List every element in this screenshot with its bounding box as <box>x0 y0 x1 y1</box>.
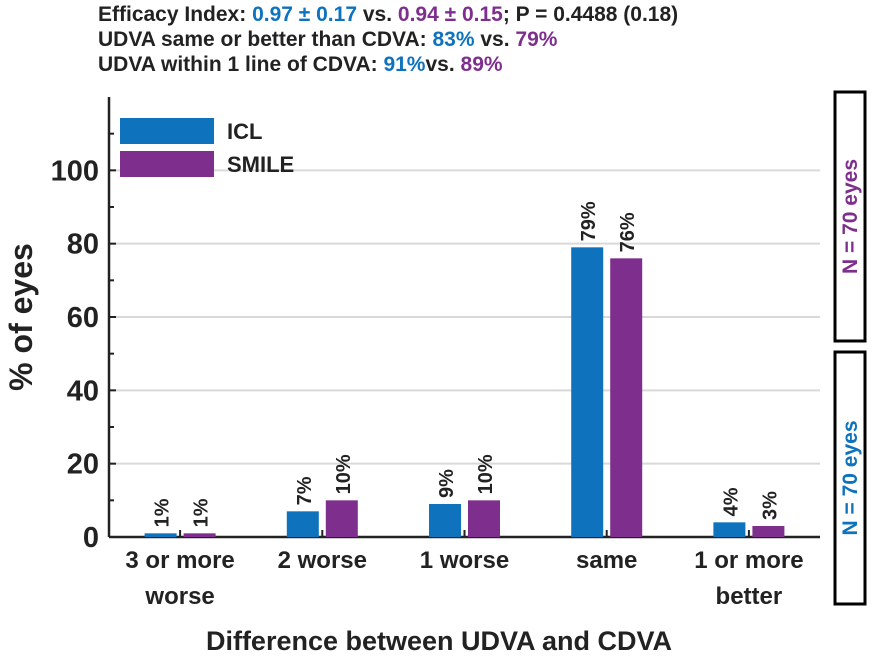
bar-icl <box>287 511 319 537</box>
bar-smile <box>752 526 784 537</box>
data-label: 7% <box>294 476 316 505</box>
data-label: 76% <box>617 212 639 252</box>
data-label: 9% <box>436 469 458 498</box>
bar-icl <box>145 533 177 537</box>
n-eyes-icl-box-label: N = 70 eyes <box>839 420 862 535</box>
data-label: 1% <box>152 498 174 527</box>
x-tick-label: 1 worse <box>420 547 509 574</box>
bar-icl <box>571 247 603 537</box>
bar-icl <box>429 504 461 537</box>
x-tick-label: 3 or more <box>125 547 234 574</box>
y-tick-label: 60 <box>67 302 99 334</box>
x-tick-label: 2 worse <box>278 547 367 574</box>
data-label: 1% <box>191 498 213 527</box>
y-tick-label: 20 <box>67 449 99 481</box>
x-tick-label: worse <box>144 583 214 610</box>
y-tick-label: 40 <box>67 375 99 407</box>
legend-swatch <box>120 151 214 177</box>
data-label: 79% <box>578 201 600 241</box>
legend-swatch <box>120 118 214 144</box>
legend-label: ICL <box>227 119 262 144</box>
bar-smile <box>468 500 500 537</box>
bar-smile <box>184 533 216 537</box>
bar-smile <box>610 258 642 537</box>
legend-label: SMILE <box>227 152 294 177</box>
bar-smile <box>326 500 358 537</box>
data-label: 3% <box>759 491 781 520</box>
y-axis-title: % of eyes <box>3 243 39 391</box>
y-tick-label: 80 <box>67 229 99 261</box>
data-label: 4% <box>720 487 742 516</box>
n-eyes-smile-box-label: N = 70 eyes <box>839 159 862 274</box>
x-tick-label: 1 or more <box>694 547 803 574</box>
x-tick-label: better <box>716 583 783 610</box>
y-tick-label: 0 <box>83 522 99 554</box>
data-label: 10% <box>333 454 355 494</box>
y-tick-label: 100 <box>51 155 99 187</box>
data-label: 10% <box>475 454 497 494</box>
x-axis-title: Difference between UDVA and CDVA <box>206 626 672 656</box>
x-tick-label: same <box>576 547 637 574</box>
bar-icl <box>713 522 745 537</box>
